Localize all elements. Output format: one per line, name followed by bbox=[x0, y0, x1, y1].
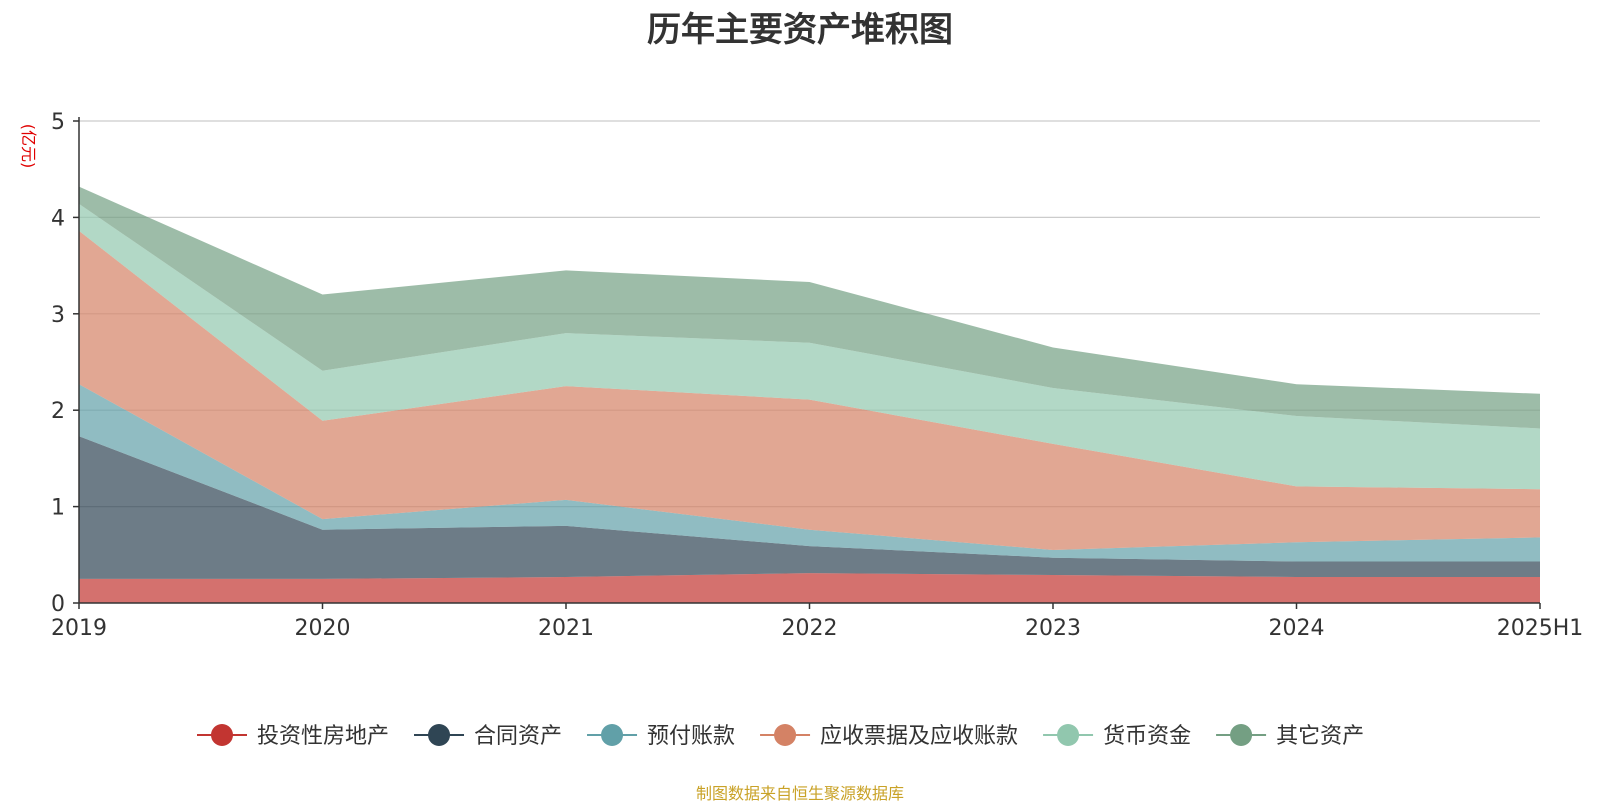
area-series bbox=[79, 384, 1540, 562]
legend: 投资性房地产 合同资产 预付账款 应收票据及应收账款 货币资金 其它资产 bbox=[197, 724, 1364, 749]
area-series bbox=[79, 436, 1540, 579]
x-tick-label: 2023 bbox=[1025, 616, 1081, 641]
area-series bbox=[79, 203, 1540, 490]
area-series bbox=[79, 573, 1540, 603]
legend-marker bbox=[428, 724, 451, 746]
legend-item: 合同资产 bbox=[414, 724, 562, 749]
y-tick-label: 0 bbox=[51, 592, 65, 617]
legend-marker bbox=[211, 724, 233, 746]
x-tick-label: 2020 bbox=[295, 616, 351, 641]
legend-item: 其它资产 bbox=[1216, 724, 1364, 749]
legend-label: 货币资金 bbox=[1103, 724, 1191, 749]
legend-item: 货币资金 bbox=[1043, 724, 1191, 749]
x-tick-label: 2019 bbox=[51, 616, 107, 641]
area-series bbox=[79, 186, 1540, 429]
x-tick-label: 2022 bbox=[782, 616, 838, 641]
legend-label: 投资性房地产 bbox=[257, 724, 389, 749]
legend-marker bbox=[1057, 724, 1080, 746]
legend-label: 合同资产 bbox=[474, 724, 562, 749]
x-tick-label: 2024 bbox=[1269, 616, 1325, 641]
x-tick-label: 2021 bbox=[538, 616, 594, 641]
y-tick-label: 2 bbox=[51, 399, 65, 424]
area-series bbox=[79, 230, 1540, 550]
legend-item: 投资性房地产 bbox=[197, 724, 389, 749]
y-tick-label: 3 bbox=[51, 303, 65, 328]
source-note: 制图数据来自恒生聚源数据库 bbox=[695, 784, 904, 803]
y-tick-label: 1 bbox=[51, 496, 65, 521]
legend-marker bbox=[774, 724, 797, 746]
legend-marker bbox=[1230, 724, 1253, 746]
y-tick-label: 4 bbox=[51, 206, 65, 231]
y-axis-label: (亿元) bbox=[19, 124, 38, 169]
legend-label: 其它资产 bbox=[1276, 724, 1364, 749]
chart-title: 历年主要资产堆积图 bbox=[647, 10, 953, 50]
x-tick-label: 2025H1 bbox=[1497, 616, 1584, 641]
legend-label: 预付账款 bbox=[647, 724, 735, 749]
y-tick-label: 5 bbox=[51, 110, 65, 135]
legend-label: 应收票据及应收账款 bbox=[820, 724, 1018, 749]
legend-item: 应收票据及应收账款 bbox=[760, 724, 1018, 749]
legend-marker bbox=[601, 724, 624, 746]
legend-item: 预付账款 bbox=[587, 724, 735, 749]
